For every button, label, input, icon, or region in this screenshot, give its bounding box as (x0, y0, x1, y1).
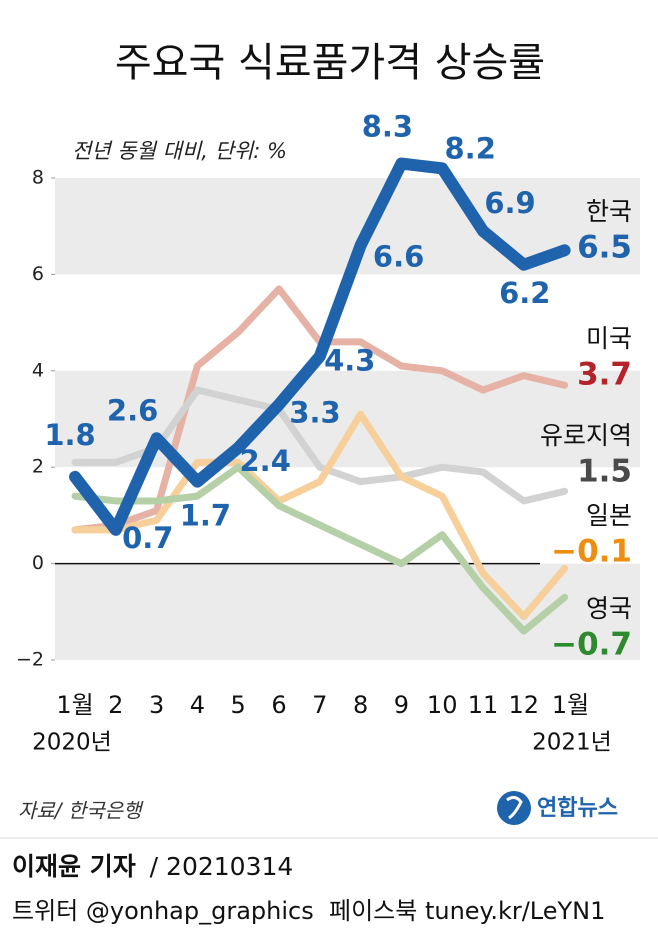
data-label: 6.9 (484, 186, 535, 220)
y-tick-label: 4 (32, 359, 44, 381)
main-line (69, 157, 571, 536)
end-label: −0.7 (551, 627, 632, 663)
chart-title: 주요국 식료품가격 상승률 (115, 40, 545, 86)
source: 자료/ 한국은행 (18, 799, 144, 823)
x-tick-label: 2 (108, 691, 123, 719)
x-tick-label: 11 (468, 691, 499, 719)
end-label: 1.5 (577, 454, 632, 490)
y-tick-label: 2 (32, 456, 44, 478)
data-label: 2.6 (107, 393, 158, 427)
data-label: 3.3 (289, 396, 340, 430)
reporter: 이재윤 기자 (12, 852, 136, 881)
data-label: 6.6 (373, 239, 424, 273)
data-label: 0.7 (122, 521, 173, 555)
logo: 연합뉴스 (497, 791, 618, 825)
data-label: 1.8 (44, 418, 95, 452)
logo-mark (506, 795, 523, 820)
x-tick-label: 9 (394, 691, 409, 719)
data-label: 8.3 (362, 110, 413, 144)
year-label: 2021년 (532, 730, 612, 756)
data-label: 1.7 (180, 499, 231, 533)
legend-name: 미국 (586, 324, 632, 353)
x-tick-label: 3 (149, 691, 164, 719)
end-label: 6.5 (577, 230, 632, 266)
legend-name: 유로지역 (540, 421, 632, 450)
x-tick-label: 4 (190, 691, 205, 719)
legend-name: 영국 (586, 594, 632, 623)
data-label: 6.2 (499, 276, 550, 310)
logo-icon (497, 791, 531, 825)
date: / 20210314 (150, 852, 294, 881)
x-tick-label: 1월 (552, 691, 589, 719)
y-tick-label: 8 (32, 167, 44, 189)
legend-name: 한국 (586, 197, 632, 226)
y-tick-label: 6 (32, 263, 44, 285)
x-tick-label: 12 (509, 691, 540, 719)
byline: 이재윤 기자 / 20210314 (12, 852, 293, 881)
x-tick-label: 10 (427, 691, 458, 719)
social: 트위터 @yonhap_graphics 페이스북 tuney.kr/LeYN1 (12, 897, 605, 925)
year-label: 2020년 (32, 730, 112, 756)
data-label: 4.3 (324, 343, 375, 377)
series-line (71, 463, 569, 635)
end-label: −0.1 (551, 534, 632, 570)
x-tick-label: 8 (353, 691, 368, 719)
x-tick-label: 5 (231, 691, 246, 719)
x-tick-label: 1월 (56, 691, 93, 719)
data-label: 8.2 (445, 131, 496, 165)
series-line (71, 410, 569, 621)
x-tick-label: 6 (271, 691, 286, 719)
logo-text: 연합뉴스 (537, 795, 618, 821)
y-tick-label: −2 (16, 649, 44, 671)
x-tick-label: 7 (312, 691, 327, 719)
chart-subtitle: 전년 동월 대비, 단위: % (72, 139, 287, 163)
end-label: 3.7 (577, 357, 632, 393)
data-label: 2.4 (240, 444, 291, 478)
y-tick-label: 0 (32, 552, 44, 574)
legend-name: 일본 (586, 501, 632, 530)
